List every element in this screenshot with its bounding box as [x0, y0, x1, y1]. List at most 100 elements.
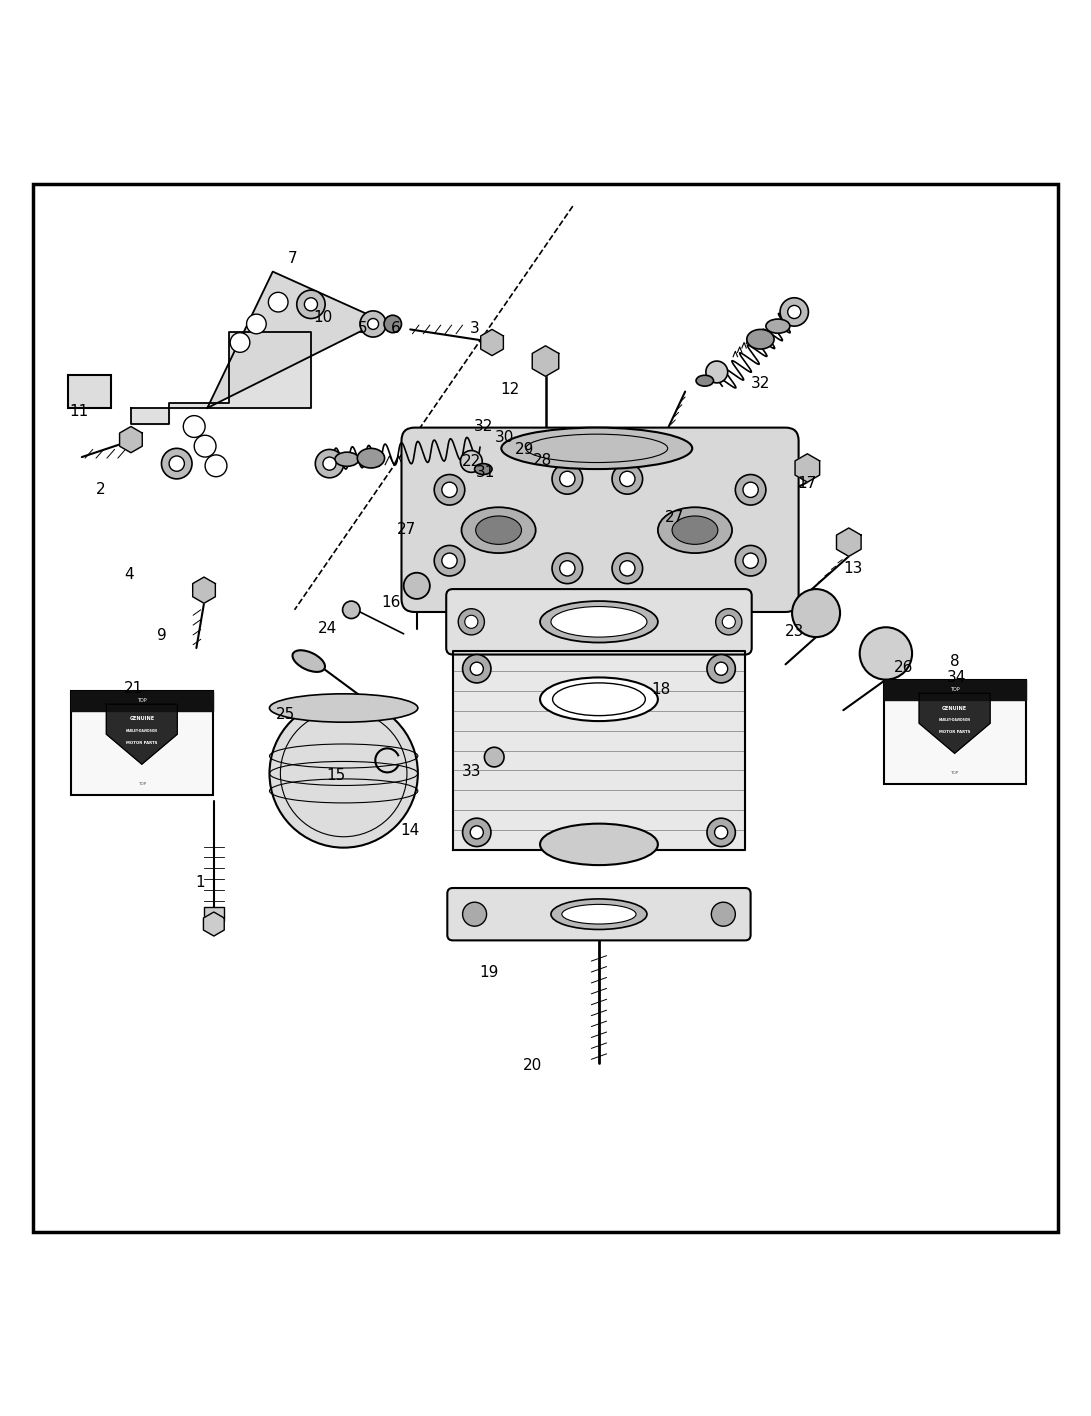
Circle shape	[470, 663, 483, 675]
Polygon shape	[919, 694, 991, 753]
Ellipse shape	[335, 452, 359, 466]
Text: 10: 10	[313, 310, 333, 324]
Text: MOTOR PARTS: MOTOR PARTS	[939, 731, 970, 733]
Text: 25: 25	[276, 707, 296, 722]
Circle shape	[743, 483, 758, 497]
Circle shape	[183, 416, 205, 438]
Text: 16: 16	[381, 595, 400, 610]
Text: 13: 13	[843, 561, 863, 576]
Circle shape	[323, 457, 336, 470]
Text: GENUINE: GENUINE	[129, 716, 155, 721]
Circle shape	[552, 554, 583, 583]
Text: 22: 22	[461, 455, 481, 469]
Circle shape	[707, 818, 735, 847]
Circle shape	[463, 902, 487, 926]
Circle shape	[442, 554, 457, 568]
Ellipse shape	[540, 600, 658, 643]
Text: MOTOR PARTS: MOTOR PARTS	[127, 741, 157, 745]
Circle shape	[620, 561, 635, 576]
Circle shape	[792, 589, 840, 637]
FancyBboxPatch shape	[446, 589, 752, 654]
Text: 32: 32	[751, 377, 770, 391]
Circle shape	[735, 474, 766, 506]
Text: 4: 4	[124, 568, 133, 582]
Circle shape	[743, 554, 758, 568]
Circle shape	[304, 297, 317, 312]
Text: 33: 33	[461, 763, 481, 779]
Ellipse shape	[292, 650, 325, 673]
Circle shape	[711, 902, 735, 926]
Circle shape	[552, 463, 583, 494]
Ellipse shape	[696, 375, 714, 387]
Text: 3: 3	[470, 321, 479, 336]
Circle shape	[463, 818, 491, 847]
Text: 7: 7	[288, 251, 297, 266]
Circle shape	[560, 561, 575, 576]
Circle shape	[360, 312, 386, 337]
Circle shape	[343, 600, 360, 619]
Circle shape	[169, 456, 184, 472]
Circle shape	[722, 616, 735, 629]
Text: 8: 8	[950, 654, 959, 668]
Text: HARLEY-DAVIDSON: HARLEY-DAVIDSON	[938, 718, 971, 722]
Circle shape	[384, 316, 401, 333]
Circle shape	[460, 450, 482, 473]
Circle shape	[297, 290, 325, 319]
Text: 18: 18	[651, 683, 671, 697]
Ellipse shape	[475, 463, 492, 474]
Ellipse shape	[551, 606, 647, 637]
Circle shape	[368, 319, 379, 330]
Text: 28: 28	[532, 453, 552, 467]
Circle shape	[780, 297, 808, 326]
Text: 27: 27	[397, 521, 417, 537]
Polygon shape	[884, 680, 1026, 700]
Polygon shape	[481, 330, 503, 355]
Circle shape	[269, 700, 418, 848]
Text: 23: 23	[784, 624, 804, 639]
Polygon shape	[203, 912, 225, 936]
Ellipse shape	[502, 428, 693, 469]
Text: TOP: TOP	[950, 770, 959, 775]
Circle shape	[458, 609, 484, 634]
Text: 15: 15	[326, 767, 346, 783]
Circle shape	[470, 826, 483, 838]
Text: 11: 11	[69, 404, 88, 419]
Ellipse shape	[540, 677, 658, 721]
Polygon shape	[131, 331, 311, 425]
Bar	[884, 680, 1026, 784]
Text: 9: 9	[157, 629, 166, 643]
Ellipse shape	[461, 507, 536, 554]
Circle shape	[484, 748, 504, 767]
Circle shape	[194, 435, 216, 457]
Circle shape	[247, 314, 266, 334]
FancyBboxPatch shape	[401, 428, 799, 612]
Ellipse shape	[746, 330, 775, 350]
Circle shape	[442, 483, 457, 497]
Text: GENUINE: GENUINE	[942, 705, 968, 711]
Text: TOP: TOP	[137, 698, 146, 704]
Circle shape	[205, 455, 227, 477]
Text: 27: 27	[664, 510, 684, 524]
Polygon shape	[107, 704, 177, 765]
Polygon shape	[837, 528, 861, 556]
Text: 31: 31	[476, 464, 495, 480]
Circle shape	[707, 654, 735, 683]
Text: 14: 14	[400, 823, 420, 838]
Text: 6: 6	[392, 321, 400, 336]
Circle shape	[716, 609, 742, 634]
Ellipse shape	[672, 515, 718, 544]
Polygon shape	[120, 426, 142, 453]
Text: 21: 21	[123, 681, 143, 695]
Ellipse shape	[766, 319, 790, 333]
Text: 26: 26	[894, 660, 913, 675]
Circle shape	[706, 361, 728, 382]
Circle shape	[315, 449, 344, 477]
Polygon shape	[193, 578, 215, 603]
Ellipse shape	[658, 507, 732, 554]
Circle shape	[612, 554, 643, 583]
Circle shape	[434, 474, 465, 506]
Circle shape	[161, 449, 192, 479]
Circle shape	[463, 654, 491, 683]
Ellipse shape	[476, 515, 521, 544]
Circle shape	[860, 627, 912, 680]
